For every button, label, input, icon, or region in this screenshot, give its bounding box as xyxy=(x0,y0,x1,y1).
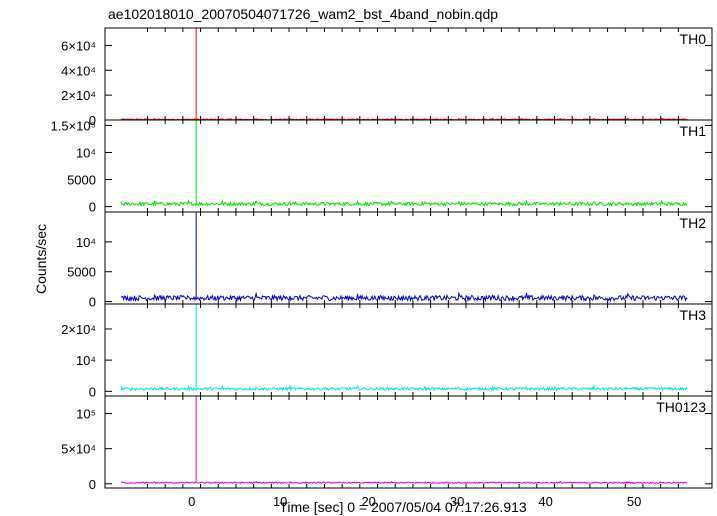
panel-name-label: TH0123 xyxy=(656,399,706,415)
y-tick-label: 5000 xyxy=(67,265,96,280)
x-tick-label: 30 xyxy=(450,494,464,509)
y-tick-label: 0 xyxy=(89,113,96,128)
x-tick-label: 0 xyxy=(188,494,195,509)
panel-frame xyxy=(104,395,713,489)
y-tick-label: 2×10⁴ xyxy=(61,88,96,103)
panel-name-label: TH0 xyxy=(680,31,707,47)
y-tick-label: 0 xyxy=(89,384,96,399)
panel-th2: 0 5000 10⁴ TH2 xyxy=(67,211,713,310)
y-tick-label: 6×10⁴ xyxy=(61,38,96,53)
x-tick-label: 10 xyxy=(273,494,287,509)
series-line-th0123 xyxy=(120,480,688,485)
panel-name-label: TH2 xyxy=(680,215,707,231)
x-tick-label: 20 xyxy=(361,494,375,509)
x-tick-label: 40 xyxy=(538,494,552,509)
y-tick-label: 5000 xyxy=(67,173,96,188)
y-tick-label: 10⁵ xyxy=(76,407,96,422)
y-tick-label: 0 xyxy=(89,477,96,492)
panel-name-label: TH3 xyxy=(680,307,707,323)
x-tick-label: 50 xyxy=(627,494,641,509)
y-tick-label: 5×10⁴ xyxy=(61,442,96,457)
y-tick-label: 1.5×10⁵ xyxy=(50,118,96,133)
y-tick-label: 10⁴ xyxy=(76,235,96,250)
panel-th1: 0 5000 10⁴ 1.5×10⁵ TH1 xyxy=(50,118,713,215)
y-axis-label: Counts/sec xyxy=(33,224,49,294)
panel-th3: 0 10⁴ 2×10⁴ TH3 xyxy=(61,303,713,399)
y-tick-label: 4×10⁴ xyxy=(61,63,96,78)
panel-name-label: TH1 xyxy=(680,123,707,139)
panel-th0123: 0 5×10⁴ 10⁵ TH0123 xyxy=(61,395,713,492)
y-tick-label: 10⁴ xyxy=(76,353,96,368)
chart-title: ae102018010_20070504071726_wam2_bst_4ban… xyxy=(108,6,498,22)
x-axis-label: Time [sec] 0 = 2007/05/04 07:17:26.913 xyxy=(279,499,527,515)
y-tick-label: 0 xyxy=(89,295,96,310)
series-line-th3 xyxy=(120,384,688,392)
y-tick-label: 10⁴ xyxy=(76,145,96,160)
y-tick-label: 2×10⁴ xyxy=(61,322,96,337)
series-line-th2 xyxy=(120,291,688,303)
panel-th0: 0 2×10⁴ 4×10⁴ 6×10⁴ TH0 xyxy=(61,27,713,128)
y-tick-label: 0 xyxy=(89,200,96,215)
series-line-th1 xyxy=(120,198,688,208)
